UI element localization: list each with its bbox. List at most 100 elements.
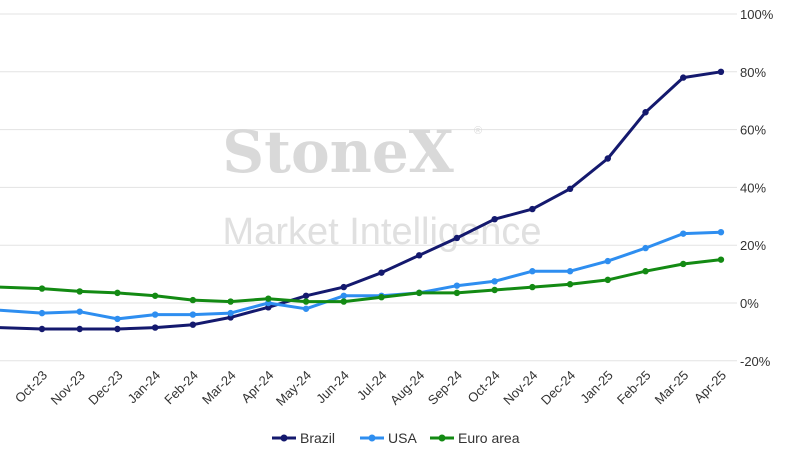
x-tick-label: Jan-25 <box>577 368 616 407</box>
data-point <box>114 325 121 333</box>
y-tick-label: 0% <box>740 296 759 311</box>
data-point <box>717 228 725 236</box>
data-point <box>340 292 347 299</box>
legend-item: USA <box>360 430 417 446</box>
data-point <box>340 283 347 291</box>
data-point <box>302 305 310 312</box>
data-point <box>566 281 574 288</box>
x-tick-label: Sep-24 <box>425 368 465 408</box>
x-tick-label: Oct-24 <box>465 368 503 406</box>
data-point <box>114 315 121 323</box>
data-point <box>151 311 159 318</box>
x-tick-label: Apr-24 <box>238 368 276 406</box>
data-point <box>151 324 159 331</box>
legend-swatch-marker <box>438 434 446 442</box>
data-point <box>189 296 197 304</box>
data-point <box>680 230 687 237</box>
series-line <box>0 258 723 304</box>
data-point <box>604 155 611 162</box>
x-tick-label: Dec-23 <box>85 368 125 408</box>
legend-label: USA <box>388 430 417 446</box>
legend-label: Euro area <box>458 430 520 446</box>
legend-item: Brazil <box>272 430 335 446</box>
y-tick-label: 80% <box>740 65 766 80</box>
y-tick-label: -20% <box>740 354 771 369</box>
legend: Brazil USA Euro area <box>272 430 520 446</box>
data-point <box>529 283 536 291</box>
data-point <box>529 268 536 275</box>
data-point <box>717 68 725 76</box>
data-point <box>114 289 121 297</box>
data-point <box>604 276 611 284</box>
x-tick-label: Feb-24 <box>161 368 201 408</box>
data-point <box>642 244 649 252</box>
data-point <box>227 309 234 317</box>
data-point <box>76 325 83 333</box>
x-tick-label: Apr-25 <box>691 368 729 406</box>
x-tick-label: Feb-25 <box>614 368 654 408</box>
x-tick-label: Aug-24 <box>387 368 427 408</box>
data-point <box>566 185 574 193</box>
data-point <box>566 268 574 275</box>
watermark-registered-mark: ® <box>474 125 482 137</box>
data-point <box>302 298 310 305</box>
x-tick-label: Jul-24 <box>354 368 390 404</box>
series-euro-area <box>0 256 725 305</box>
data-point <box>302 292 310 299</box>
data-point <box>340 298 347 305</box>
y-tick-label: 100% <box>740 7 774 22</box>
series-line <box>0 230 723 321</box>
data-point <box>38 285 46 292</box>
y-tick-label: 40% <box>740 180 766 195</box>
data-point <box>189 311 197 318</box>
stonex-watermark: StoneX ® Market Intelligence <box>222 118 541 253</box>
legend-label: Brazil <box>300 430 335 446</box>
data-point <box>680 260 687 268</box>
legend-swatch-marker <box>280 434 288 442</box>
series-line <box>0 70 723 331</box>
data-point <box>453 289 461 297</box>
data-point <box>491 215 498 223</box>
watermark-brand: StoneX <box>222 118 453 186</box>
data-point <box>227 298 234 305</box>
x-tick-label: Nov-24 <box>500 368 540 408</box>
data-point <box>76 308 83 315</box>
x-tick-label: Jan-24 <box>125 368 164 407</box>
x-tick-label: Nov-23 <box>48 368 88 408</box>
y-tick-label: 20% <box>740 238 766 253</box>
data-point <box>378 269 385 276</box>
x-tick-label: Mar-24 <box>199 368 239 408</box>
data-point <box>416 252 423 259</box>
data-point <box>604 257 611 265</box>
data-point <box>453 234 461 242</box>
y-axis-tick-labels: -20% 0% 20% 40% 60% 80% 100% <box>740 7 774 369</box>
series-brazil <box>0 68 725 333</box>
data-point <box>416 289 423 297</box>
x-tick-label: Oct-23 <box>12 368 50 406</box>
data-point <box>642 109 649 116</box>
data-point <box>265 295 272 302</box>
data-point <box>378 294 385 301</box>
data-point <box>717 256 725 263</box>
data-point <box>76 288 83 295</box>
series-layer <box>0 68 725 333</box>
x-tick-label: Jun-24 <box>313 368 352 407</box>
data-point <box>491 286 498 294</box>
legend-item: Euro area <box>430 430 520 446</box>
data-point <box>38 325 46 333</box>
gridlines <box>0 13 737 362</box>
x-tick-label: Dec-24 <box>538 368 578 408</box>
data-point <box>680 74 687 81</box>
data-point <box>189 321 197 328</box>
data-point <box>453 282 461 289</box>
legend-swatch-marker <box>368 434 376 442</box>
data-point <box>38 309 46 317</box>
data-point <box>491 278 498 285</box>
data-point <box>151 292 159 299</box>
y-tick-label: 60% <box>740 123 766 138</box>
x-tick-label: Mar-25 <box>652 368 692 408</box>
watermark-subtitle: Market Intelligence <box>223 211 542 253</box>
data-point <box>529 205 536 213</box>
